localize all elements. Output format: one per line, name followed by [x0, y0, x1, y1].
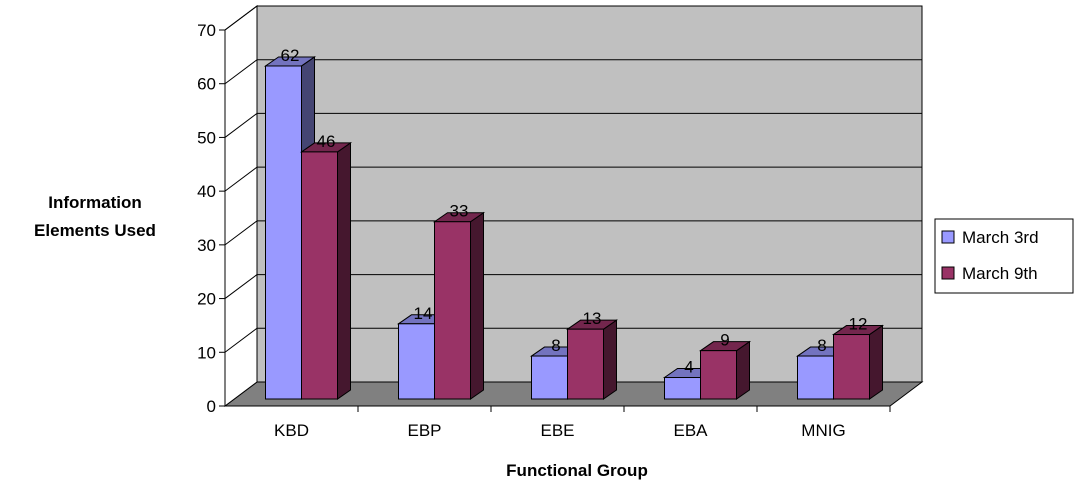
data-label: 8 [817, 336, 826, 355]
y-tick-label: 10 [197, 343, 216, 362]
x-tick-label: EBP [407, 421, 441, 440]
gridline-side [224, 59, 258, 85]
bar-march-9th-ebe [565, 319, 619, 400]
x-tick-label: EBA [673, 421, 708, 440]
x-tick-labels: KBD EBP EBE EBA MNIG [274, 421, 846, 440]
bar-front [434, 221, 471, 400]
gridline-side [224, 5, 258, 31]
bar-front [833, 334, 870, 400]
bar-front [664, 377, 701, 400]
y-tick-label: 20 [197, 290, 216, 309]
data-label: 8 [551, 336, 560, 355]
chart-back-wall [224, 5, 923, 407]
data-labels: 62 46 14 33 8 13 4 9 8 12 [281, 46, 868, 377]
y-tick-label: 50 [197, 128, 216, 147]
bar-side [603, 319, 617, 400]
legend-swatch-march-9th [941, 266, 955, 280]
y-tick-labels: 0 10 20 30 40 50 60 70 [197, 21, 216, 416]
y-tick-label: 0 [207, 397, 216, 416]
x-tick-label: EBE [540, 421, 574, 440]
x-axis-title: Functional Group [506, 461, 648, 480]
x-tick-label: KBD [274, 421, 309, 440]
bar-side [736, 340, 750, 400]
bar-march-9th-ebp [432, 211, 486, 400]
bar-front [531, 355, 568, 400]
bar-march-9th-eba [698, 340, 752, 400]
legend-swatch-march-3rd [941, 230, 955, 244]
back-wall [256, 5, 923, 383]
bar-front [567, 328, 604, 400]
data-label: 62 [281, 46, 300, 65]
y-tick-label: 30 [197, 236, 216, 255]
legend-box [934, 218, 1074, 294]
gridline-side [224, 113, 258, 138]
data-label: 9 [720, 331, 729, 350]
bar-front [301, 151, 338, 400]
data-label: 46 [317, 132, 336, 151]
x-tick-label: MNIG [801, 421, 845, 440]
bars [263, 56, 885, 400]
axes [219, 29, 891, 412]
y-axis-title-line-1: Information [48, 193, 142, 212]
data-label: 33 [450, 202, 469, 221]
legend-label-march-3rd: March 3rd [962, 228, 1039, 247]
gridline-side [224, 220, 258, 246]
bar-side [869, 324, 883, 400]
data-label: 4 [684, 358, 693, 377]
bar-march-9th-kbd [299, 141, 353, 400]
bar-front [398, 323, 435, 400]
bar-front [700, 350, 737, 400]
data-label: 13 [583, 309, 602, 328]
gridline-side [224, 327, 258, 353]
gridline-side [224, 166, 258, 192]
bar-front [265, 65, 302, 400]
side-wall [224, 5, 258, 407]
data-label: 14 [414, 304, 433, 323]
bar-side [470, 211, 484, 400]
y-axis-title-line-2: Elements Used [34, 221, 156, 240]
bar-front [797, 355, 834, 400]
legend-label-march-9th: March 9th [962, 264, 1038, 283]
legend: March 3rd March 9th [934, 218, 1074, 294]
bar-side [337, 141, 351, 400]
bar-march-9th-mnig [831, 324, 885, 400]
y-tick-label: 60 [197, 75, 216, 94]
gridline-side [224, 274, 258, 299]
y-tick-label: 40 [197, 182, 216, 201]
y-tick-label: 70 [197, 21, 216, 40]
data-label: 12 [849, 315, 868, 334]
